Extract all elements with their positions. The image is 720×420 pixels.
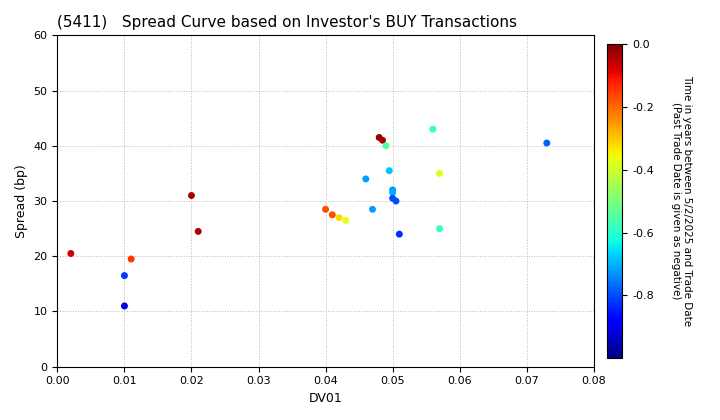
Point (394, 231, 405, 238)
Point (125, 256, 137, 262)
Point (377, 137, 388, 144)
Point (387, 186, 398, 193)
Point (366, 206, 378, 213)
Point (433, 225, 445, 232)
Point (119, 302, 130, 309)
Y-axis label: Spread (bp): Spread (bp) (15, 164, 28, 238)
Point (320, 206, 331, 213)
Point (433, 170, 445, 177)
Point (326, 212, 338, 218)
Point (65, 250, 76, 257)
Point (374, 134, 385, 141)
X-axis label: DV01: DV01 (309, 392, 343, 405)
Point (186, 192, 197, 199)
Point (427, 126, 438, 133)
Point (387, 189, 398, 196)
Point (360, 176, 372, 182)
Point (119, 272, 130, 279)
Point (340, 217, 351, 224)
Point (333, 214, 345, 221)
Point (192, 228, 204, 235)
Point (390, 198, 402, 205)
Point (541, 140, 552, 147)
Y-axis label: Time in years between 5/2/2025 and Trade Date
(Past Trade Date is given as negat: Time in years between 5/2/2025 and Trade… (670, 76, 692, 327)
Point (387, 195, 398, 202)
Point (384, 167, 395, 174)
Text: (5411)   Spread Curve based on Investor's BUY Transactions: (5411) Spread Curve based on Investor's … (58, 15, 518, 30)
Point (380, 142, 392, 149)
